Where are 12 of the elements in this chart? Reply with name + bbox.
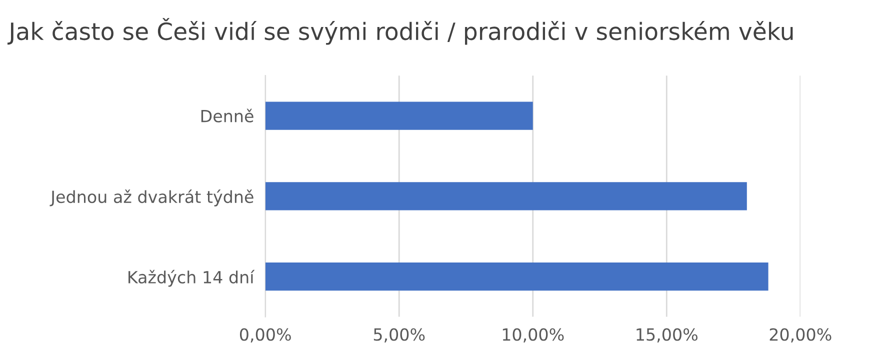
y-tick-label: Každých 14 dní [128, 270, 255, 287]
x-tick-label: 15,00% [636, 328, 698, 343]
bar [265, 262, 768, 291]
y-tick-label: Jednou až dvakrát týdně [50, 190, 254, 206]
x-tick-label: 10,00% [502, 328, 564, 343]
x-tick-label: 0,00% [240, 328, 291, 343]
bar [265, 102, 533, 130]
x-tick-label: 5,00% [374, 328, 425, 343]
x-tick-label: 20,00% [770, 328, 832, 343]
bar [265, 182, 747, 210]
chart-title: Jak často se Češi vidí se svými rodiči / prarodiči v seniorském věku [7, 18, 793, 45]
y-tick-label: Denně [201, 108, 254, 122]
